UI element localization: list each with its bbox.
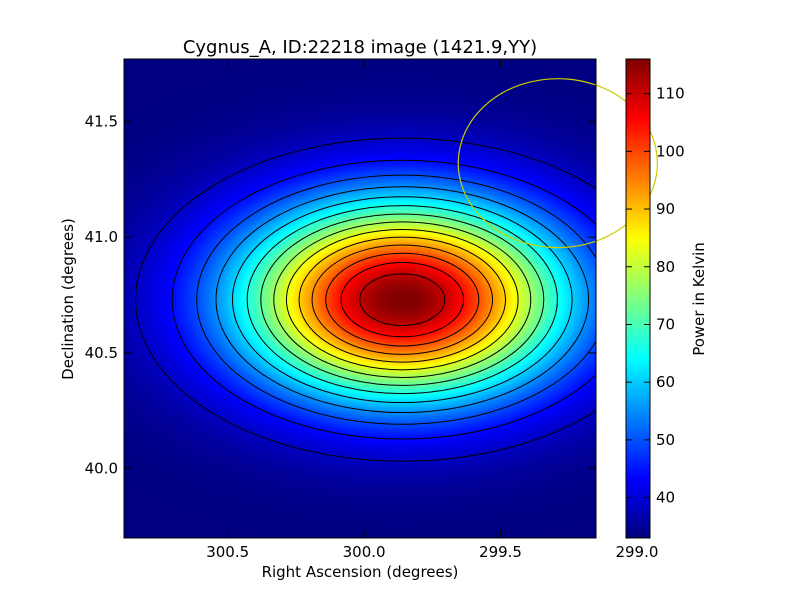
contour-line xyxy=(325,252,480,347)
x-tick-label: 299.5 xyxy=(479,543,522,561)
contour-line xyxy=(311,244,494,355)
colorbar-tick-label: 80 xyxy=(656,258,675,276)
x-tick-label: 300.5 xyxy=(206,543,249,561)
x-tick-label: 299.0 xyxy=(615,543,658,561)
contour-line xyxy=(273,221,532,378)
colorbar-label: Power in Kelvin xyxy=(690,242,708,356)
contour-line xyxy=(215,186,590,414)
colorbar-tick-label: 50 xyxy=(656,431,675,449)
colorbar-ticks: 40 50 60 70 80 90 100 110 xyxy=(626,85,685,507)
colorbar-gradient xyxy=(626,59,650,538)
colorbar-tick-label: 70 xyxy=(656,315,675,333)
y-tick-label: 40.0 xyxy=(85,460,118,478)
colorbar-tick-label: 100 xyxy=(656,142,685,160)
colorbar-tick-label: 90 xyxy=(656,200,675,218)
x-tick-label: 300.0 xyxy=(343,543,386,561)
axes-frame xyxy=(123,58,597,539)
contour-line xyxy=(231,196,573,404)
contour-line xyxy=(260,213,545,386)
colorbar-tick-label: 60 xyxy=(656,373,675,391)
contour-line xyxy=(298,236,506,363)
y-tick-label: 40.5 xyxy=(85,344,118,362)
colorbar-tick-label: 40 xyxy=(656,489,675,507)
contour-line xyxy=(359,273,446,326)
y-axis-label: Declination (degrees) xyxy=(59,218,77,380)
contour-lines xyxy=(135,137,596,462)
colorbar: 40 50 60 70 80 90 100 110 Power in Kelvin xyxy=(625,58,708,539)
x-axis-label: Right Ascension (degrees) xyxy=(262,563,459,581)
colorbar-frame xyxy=(625,58,651,539)
y-tick-label: 41.0 xyxy=(85,228,118,246)
colorbar-gradient-holder xyxy=(626,59,650,538)
contour-line xyxy=(171,159,596,440)
colorbar-tick-label: 110 xyxy=(656,85,685,103)
y-axis-ticks: 40.0 40.5 41.0 41.5 xyxy=(85,112,596,478)
contour-line xyxy=(196,174,596,425)
contour-line xyxy=(340,262,465,338)
contour-line xyxy=(285,228,519,371)
contour-line xyxy=(246,205,558,395)
beam-circle-layer xyxy=(457,78,658,249)
beam-circle xyxy=(457,78,658,249)
y-tick-label: 41.5 xyxy=(85,112,118,130)
contour-line xyxy=(135,137,596,462)
chart-title: Cygnus_A, ID:22218 image (1421.9,YY) xyxy=(183,37,537,58)
x-axis-ticks: 300.5 300.0 299.5 299.0 xyxy=(206,59,658,561)
plot-area xyxy=(123,58,658,539)
